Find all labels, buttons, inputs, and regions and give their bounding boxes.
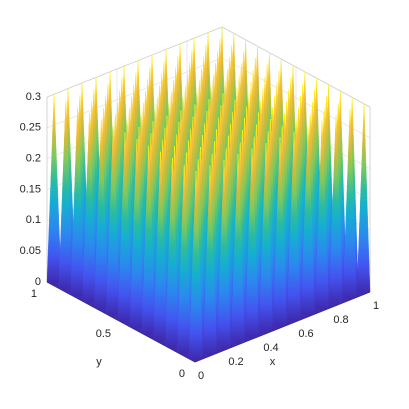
z-tick-label: 0.05 xyxy=(20,245,41,257)
y-tick-label: 1 xyxy=(31,288,37,300)
x-tick-label: 0.2 xyxy=(228,356,243,368)
surface-patch xyxy=(188,170,203,363)
surface-patch xyxy=(356,103,371,296)
x-tick-label: 0.8 xyxy=(333,314,348,326)
z-tick-label: 0.2 xyxy=(26,153,41,165)
y-tick-label: 0 xyxy=(179,368,185,380)
axis-box xyxy=(46,26,223,98)
x-tick-label: 1 xyxy=(373,300,379,312)
x-axis-label: x xyxy=(270,356,276,368)
surface-patch xyxy=(46,94,61,286)
axis-box xyxy=(221,26,371,108)
y-axis-label: y xyxy=(96,356,102,368)
z-tick-label: 0.15 xyxy=(20,183,41,195)
z-tick-label: 0.3 xyxy=(26,91,41,103)
x-tick-label: 0.6 xyxy=(298,328,313,340)
y-tick-label: 0.5 xyxy=(96,328,111,340)
z-tick-label: 0.25 xyxy=(20,122,41,134)
z-tick-label: 0 xyxy=(35,276,41,288)
x-tick-label: 0.4 xyxy=(263,342,278,354)
x-tick-label: 0 xyxy=(198,370,204,382)
z-tick-label: 0.1 xyxy=(26,214,41,226)
